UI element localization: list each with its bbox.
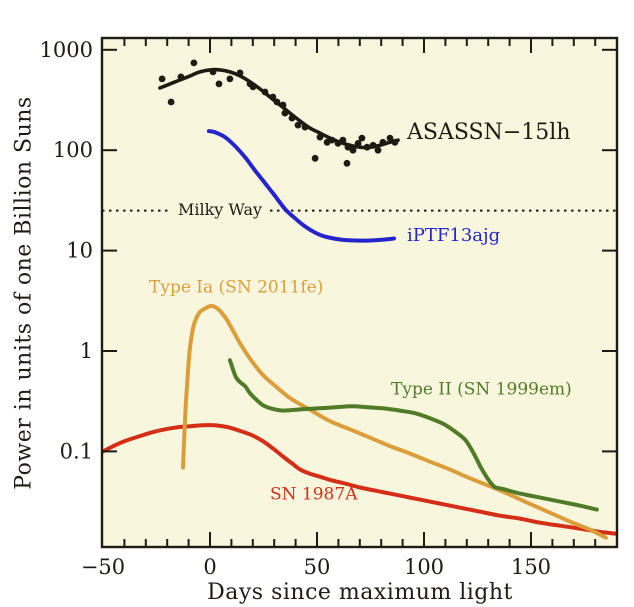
x-tick-label: 150	[511, 555, 551, 579]
series-asassn-15lh-photometry-	[158, 59, 399, 167]
label-sn-1987a: SN 1987A	[270, 484, 358, 505]
y-tick-label: 1	[80, 339, 93, 363]
label-asassn-15lh: ASASSN−15lh	[407, 120, 571, 145]
label-type-ii-sn1999em: Type II (SN 1999em)	[391, 379, 572, 400]
x-tick-label: 100	[404, 555, 444, 579]
label-iptf13ajg: iPTF13ajg	[407, 225, 501, 246]
axis-ticks	[102, 38, 617, 547]
x-axis-title: Days since maximum light	[207, 580, 513, 605]
y-tick-label: 1000	[40, 38, 93, 62]
y-axis-title: Power in units of one Billion Suns	[11, 96, 37, 490]
series-type-ii-sn-1999em-	[227, 358, 599, 512]
x-tick-label: 0	[203, 555, 216, 579]
series-sn-1987a	[102, 423, 617, 536]
x-tick-label: −50	[81, 555, 125, 579]
plot-border	[100, 36, 619, 549]
y-tick-label: 0.1	[60, 439, 93, 463]
x-tick-label: 50	[304, 555, 331, 579]
y-tick-label: 10	[66, 239, 93, 263]
series-iptf13ajg	[206, 129, 396, 243]
label-milky-way: Milky Way	[171, 201, 269, 219]
plot-area	[102, 38, 617, 547]
y-tick-label: 100	[53, 138, 93, 162]
label-type-ia-sn2011fe: Type Ia (SN 2011fe)	[149, 277, 324, 298]
